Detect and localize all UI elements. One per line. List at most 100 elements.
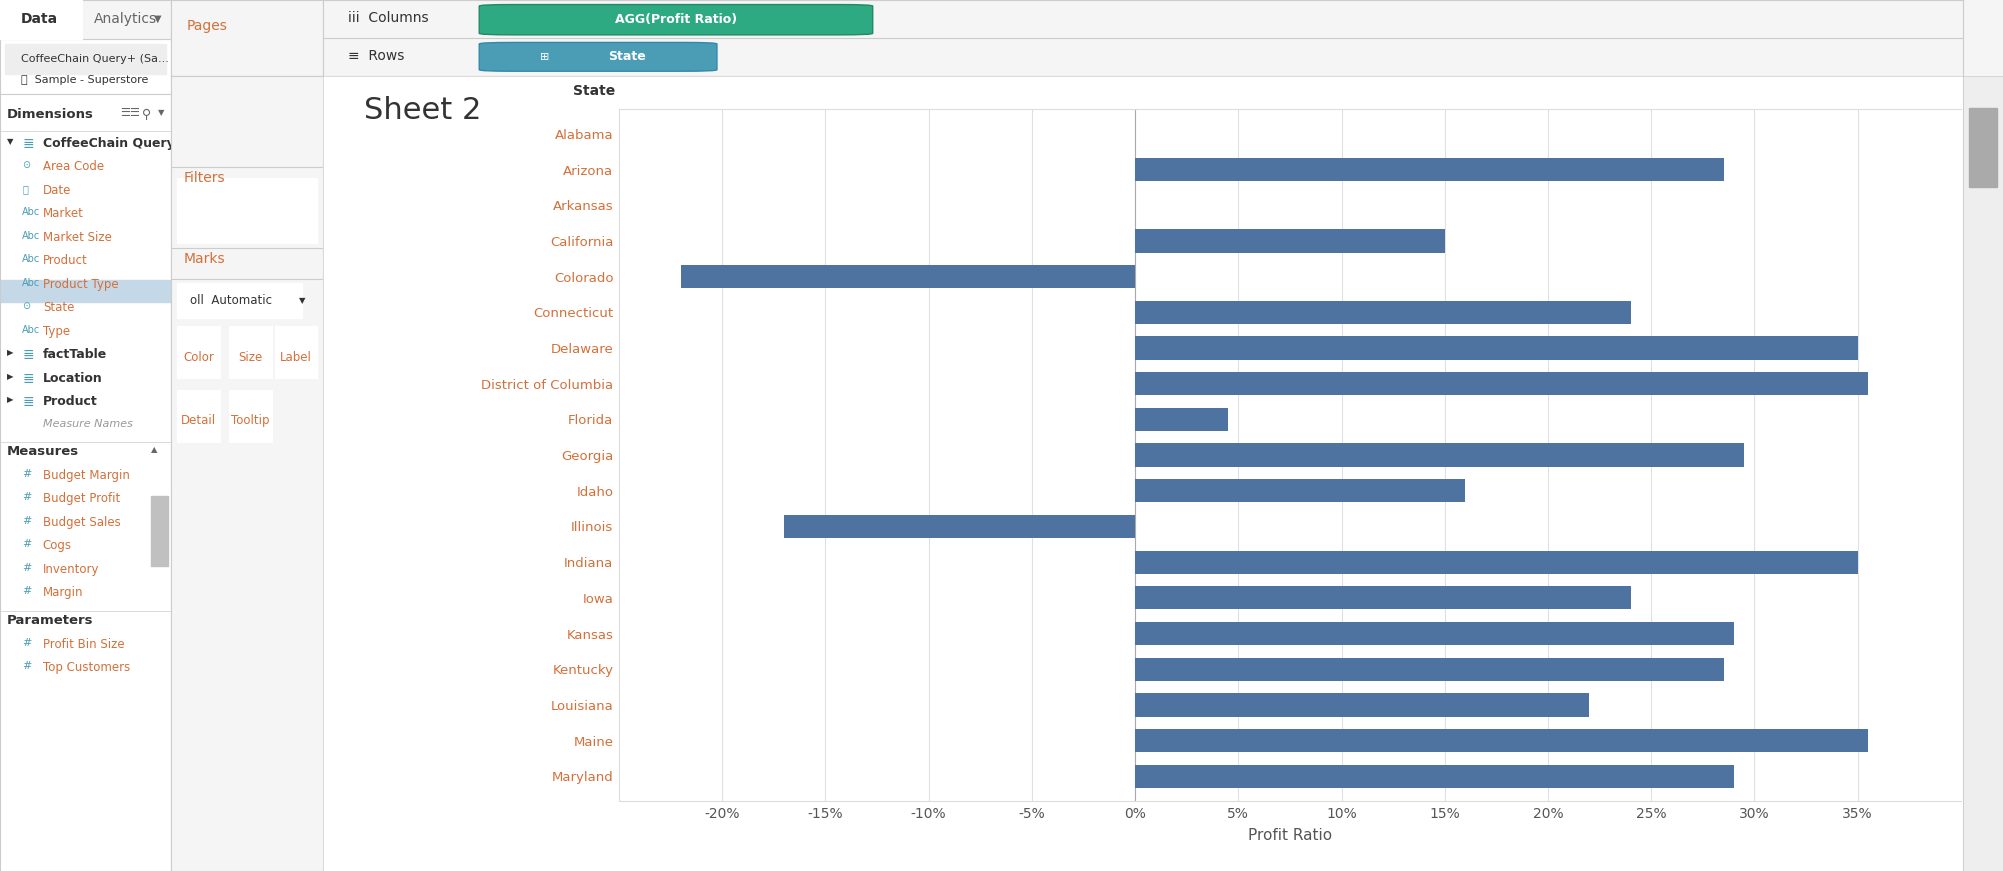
- Bar: [1136, 372, 1869, 395]
- Text: Tooltip: Tooltip: [230, 415, 270, 428]
- Bar: [228, 390, 272, 442]
- Text: State: State: [607, 51, 645, 64]
- X-axis label: Profit Ratio: Profit Ratio: [1248, 827, 1332, 843]
- Text: factTable: factTable: [42, 348, 106, 361]
- Text: ⧖: ⧖: [22, 184, 28, 193]
- Text: ⚲: ⚲: [142, 108, 152, 121]
- Text: #: #: [22, 492, 32, 502]
- Text: ▼: ▼: [6, 137, 14, 145]
- Bar: [1136, 158, 1723, 181]
- Text: ≡  Rows: ≡ Rows: [349, 49, 405, 63]
- Text: Abc: Abc: [22, 278, 40, 287]
- Bar: [178, 178, 316, 243]
- Text: #: #: [22, 563, 32, 572]
- Text: #: #: [22, 661, 32, 671]
- Text: oll  Automatic: oll Automatic: [190, 294, 272, 307]
- Text: Pages: Pages: [186, 19, 228, 33]
- Bar: [1136, 693, 1588, 717]
- Bar: [1136, 729, 1869, 753]
- Bar: [1136, 550, 1857, 574]
- Bar: [1136, 479, 1466, 503]
- Text: #: #: [22, 586, 32, 596]
- Bar: [228, 327, 272, 378]
- Text: ▲: ▲: [150, 445, 156, 454]
- Text: Detail: Detail: [180, 415, 216, 428]
- Text: Color: Color: [182, 351, 214, 364]
- Text: Measures: Measures: [6, 445, 78, 458]
- Text: Abc: Abc: [22, 254, 40, 264]
- Text: ⊞: ⊞: [541, 52, 549, 62]
- Text: Abc: Abc: [22, 325, 40, 334]
- Text: Label: Label: [280, 351, 312, 364]
- Text: ▶: ▶: [6, 395, 14, 404]
- Text: CoffeeChain Query: CoffeeChain Query: [42, 137, 174, 150]
- Text: Market: Market: [42, 207, 84, 220]
- Text: State: State: [573, 84, 615, 98]
- Bar: [178, 327, 220, 378]
- Bar: [6, 44, 166, 74]
- Text: ▼: ▼: [158, 108, 164, 117]
- Text: Margin: Margin: [42, 586, 84, 599]
- Text: ▼: ▼: [154, 14, 162, 24]
- Text: ▶: ▶: [6, 348, 14, 357]
- FancyBboxPatch shape: [479, 43, 717, 71]
- Text: Date: Date: [42, 184, 72, 197]
- Bar: [1969, 108, 1997, 187]
- Text: CoffeeChain Query+ (Sa...: CoffeeChain Query+ (Sa...: [20, 54, 168, 64]
- Text: #: #: [22, 469, 32, 478]
- Text: ▼: ▼: [298, 296, 306, 306]
- Text: #: #: [22, 539, 32, 549]
- Text: Size: Size: [238, 351, 262, 364]
- Text: Product Type: Product Type: [42, 278, 118, 291]
- Text: iii  Columns: iii Columns: [349, 11, 429, 25]
- Text: AGG(Profit Ratio): AGG(Profit Ratio): [615, 13, 737, 26]
- Text: #: #: [22, 638, 32, 647]
- Text: Dimensions: Dimensions: [6, 108, 94, 121]
- Text: #: #: [22, 516, 32, 525]
- Bar: [1136, 229, 1444, 253]
- Bar: [783, 515, 1136, 538]
- Bar: [1136, 622, 1735, 645]
- Text: ≣: ≣: [22, 395, 34, 409]
- Text: ≣: ≣: [22, 372, 34, 386]
- Text: ≣: ≣: [22, 348, 34, 362]
- Text: Profit Bin Size: Profit Bin Size: [42, 638, 124, 651]
- Bar: [1136, 586, 1630, 610]
- Bar: [1136, 658, 1723, 681]
- FancyBboxPatch shape: [479, 4, 873, 35]
- Text: Abc: Abc: [22, 231, 40, 240]
- Text: ⊙: ⊙: [22, 160, 30, 170]
- Text: Market Size: Market Size: [42, 231, 112, 244]
- Text: Parameters: Parameters: [6, 614, 94, 627]
- Text: Marks: Marks: [184, 253, 224, 267]
- Text: Budget Sales: Budget Sales: [42, 516, 120, 529]
- Text: Area Code: Area Code: [42, 160, 104, 173]
- Bar: [1136, 336, 1857, 360]
- Bar: [274, 327, 316, 378]
- Bar: [0, 280, 172, 302]
- Text: Measure Names: Measure Names: [42, 419, 132, 429]
- Bar: [0, 0, 172, 39]
- Text: Sheet 2: Sheet 2: [365, 96, 483, 125]
- Text: Type: Type: [42, 325, 70, 338]
- Text: Analytics: Analytics: [94, 12, 158, 26]
- Bar: [150, 496, 168, 566]
- Text: Budget Margin: Budget Margin: [42, 469, 130, 482]
- Bar: [1136, 408, 1228, 431]
- Bar: [681, 265, 1136, 288]
- Bar: [178, 283, 302, 318]
- Bar: [178, 390, 220, 442]
- Bar: [1136, 443, 1745, 467]
- Text: Top Customers: Top Customers: [42, 661, 130, 674]
- Text: Inventory: Inventory: [42, 563, 100, 576]
- Text: ☰☰: ☰☰: [120, 108, 140, 118]
- Bar: [1136, 300, 1630, 324]
- Text: Product: Product: [42, 395, 98, 408]
- Text: Budget Profit: Budget Profit: [42, 492, 120, 505]
- Text: Data: Data: [20, 12, 58, 26]
- Text: Location: Location: [42, 372, 102, 385]
- Text: Filters: Filters: [184, 172, 224, 186]
- Text: State: State: [42, 301, 74, 314]
- Text: ⊙: ⊙: [22, 301, 30, 311]
- Text: Abc: Abc: [22, 207, 40, 217]
